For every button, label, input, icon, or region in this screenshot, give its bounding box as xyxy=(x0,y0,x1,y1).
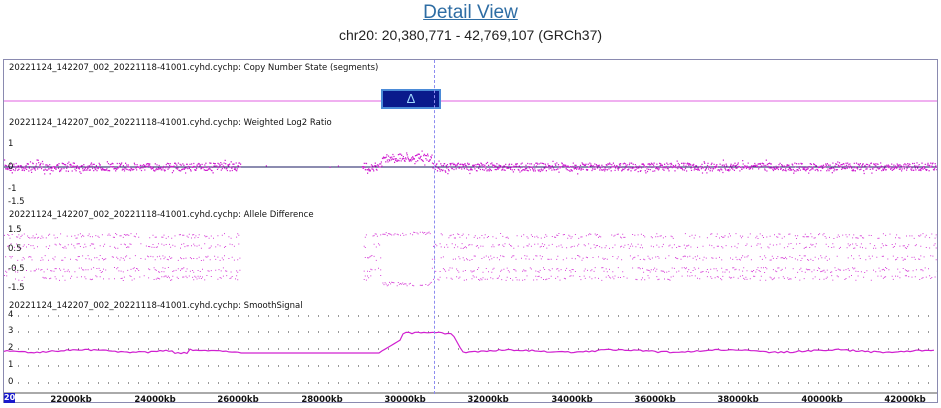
log2-ratio-points xyxy=(4,150,937,175)
smooth-tick: 1 xyxy=(8,360,14,370)
smooth-tick: 4 xyxy=(8,310,14,320)
x-axis-tick-label: 42000kb xyxy=(884,395,926,405)
x-axis-tick-label: 28000kb xyxy=(301,395,343,405)
allele-tick: -1.5 xyxy=(8,283,25,293)
allele-tick: 1.5 xyxy=(8,225,22,235)
log2-tick: -1 xyxy=(8,184,17,194)
x-axis-tick-label: 40000kb xyxy=(801,395,843,405)
allele-tick: 0.5 xyxy=(8,244,22,254)
smooth-signal-line xyxy=(4,331,935,355)
smooth-tick: 0 xyxy=(8,377,14,387)
x-axis-tick-label: 26000kb xyxy=(217,395,259,405)
log2-tick: 0 xyxy=(8,162,14,172)
track-label-smooth-signal: 20221124_142207_002_20221118-41001.cyhd.… xyxy=(9,301,303,311)
x-axis-tick-label: 34000kb xyxy=(551,395,593,405)
tracks-canvas xyxy=(4,100,937,394)
track-label-log2-ratio: 20221124_142207_002_20221118-41001.cyhd.… xyxy=(9,118,332,128)
copy-number-gain-segment[interactable]: Δ xyxy=(381,89,441,109)
x-axis-tick-label: 22000kb xyxy=(50,395,92,405)
smooth-tick: 3 xyxy=(8,326,14,336)
genome-viewer[interactable]: 20221124_142207_002_20221118-41001.cyhd.… xyxy=(3,59,938,405)
x-axis-tick-label: 30000kb xyxy=(384,395,426,405)
track-label-copy-number: 20221124_142207_002_20221118-41001.cyhd.… xyxy=(9,63,379,73)
detail-view-title[interactable]: Detail View xyxy=(423,2,518,23)
chromosome-start-marker: 20 xyxy=(4,393,16,403)
allele-tick: -0.5 xyxy=(8,264,25,274)
smooth-signal-grid xyxy=(18,315,929,384)
position-cursor[interactable] xyxy=(434,60,435,394)
track-label-allele-difference: 20221124_142207_002_20221118-41001.cyhd.… xyxy=(9,210,314,220)
x-axis-tick-label: 32000kb xyxy=(467,395,509,405)
x-axis-tick-label: 24000kb xyxy=(134,395,176,405)
x-axis-tick-label: 38000kb xyxy=(717,395,759,405)
log2-tick: 1 xyxy=(8,139,14,149)
log2-tick: -1.5 xyxy=(8,197,25,207)
smooth-tick: 2 xyxy=(8,343,14,353)
allele-difference-points xyxy=(4,231,937,287)
x-axis-tick-label: 36000kb xyxy=(634,395,676,405)
region-label: chr20: 20,380,771 - 42,769,107 (GRCh37) xyxy=(338,27,603,43)
